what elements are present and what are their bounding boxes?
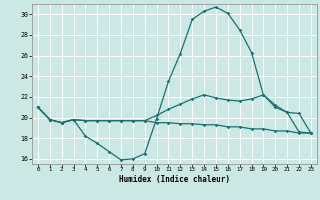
X-axis label: Humidex (Indice chaleur): Humidex (Indice chaleur) [119,175,230,184]
